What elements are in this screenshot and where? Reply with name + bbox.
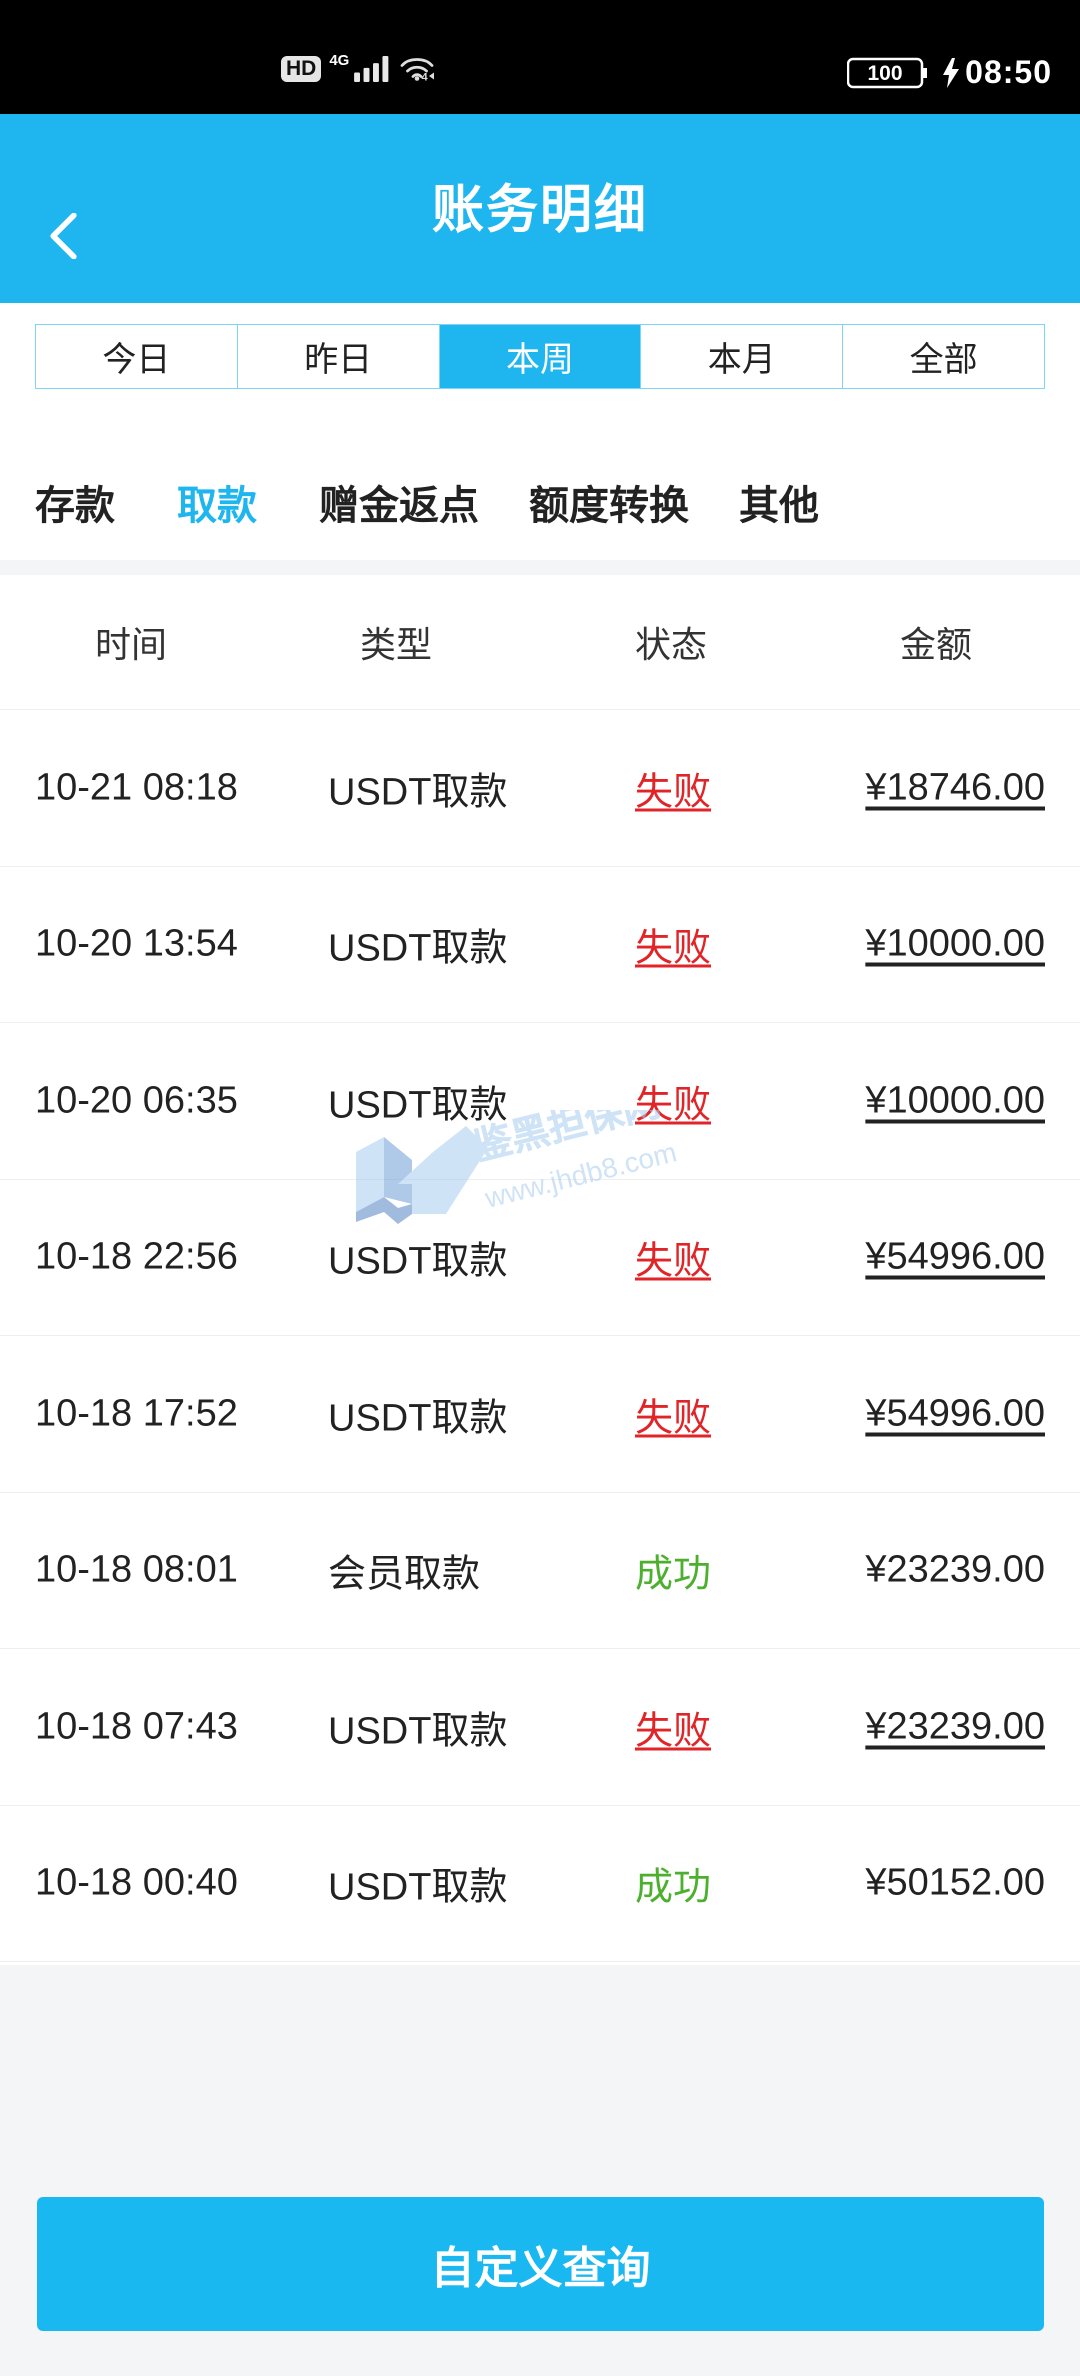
svg-text:4: 4 [422, 72, 429, 82]
svg-text:100: 100 [868, 62, 903, 85]
